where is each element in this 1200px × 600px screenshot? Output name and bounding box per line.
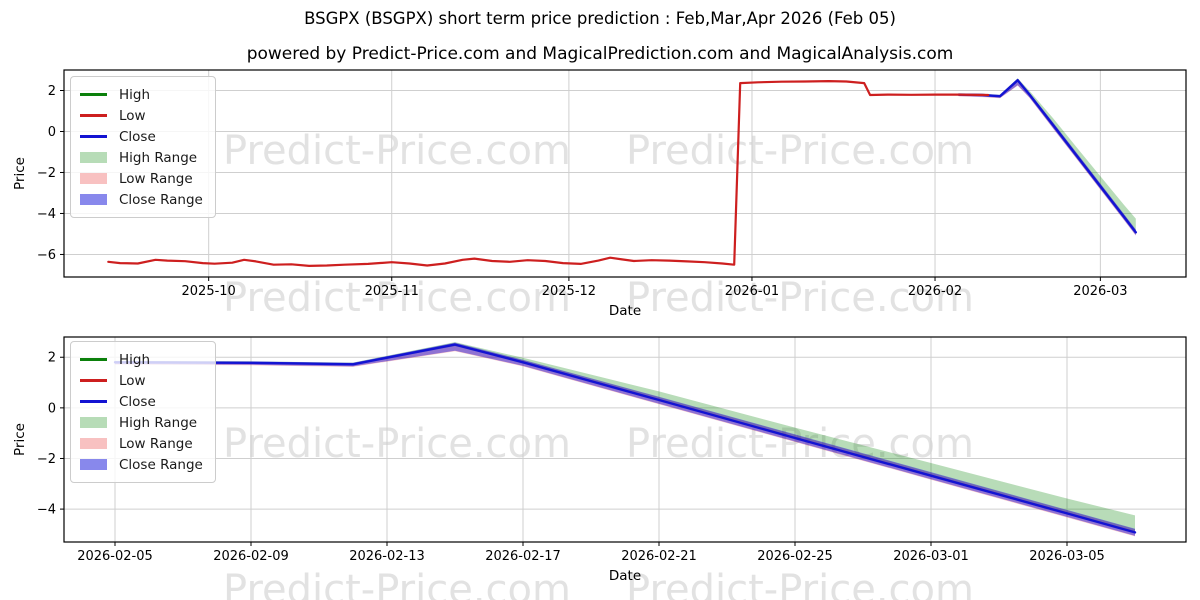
legend-line-swatch xyxy=(80,93,107,96)
y-tick-label: 2 xyxy=(48,84,56,99)
watermark-text: Predict-Price.com xyxy=(626,421,974,467)
x-tick-label: 2026-03-05 xyxy=(1029,549,1105,564)
legend-line-swatch xyxy=(80,135,107,138)
close-range-band xyxy=(958,78,1136,236)
high-range-band xyxy=(958,78,1136,233)
legend-patch-swatch xyxy=(80,459,107,470)
legend-line-swatch xyxy=(80,358,107,361)
legend-row-high: High xyxy=(80,349,203,370)
legend-patch-swatch xyxy=(80,173,107,184)
legend-line-swatch xyxy=(80,114,107,117)
legend-label: Close Range xyxy=(119,191,203,208)
x-axis-label: Date xyxy=(609,568,641,584)
legend-row-low-range: Low Range xyxy=(80,433,203,454)
watermark-text: Predict-Price.com xyxy=(223,421,571,467)
legend-line-swatch xyxy=(80,379,107,382)
low-history--line xyxy=(107,79,990,267)
plot-border xyxy=(63,336,1187,543)
y-tick-label: −4 xyxy=(37,503,56,518)
x-tick-label: 2026-02-21 xyxy=(621,549,697,564)
bottom-chart: 2026-02-05 2026-02-09 2026-02-13 2026-02-17… xyxy=(12,336,1187,584)
legend-row-low-range: Low Range xyxy=(80,168,203,189)
y-tick-label: −2 xyxy=(37,166,56,181)
tick-labels: 2026-02-05 2026-02-09 2026-02-13 2026-02-17… xyxy=(37,351,1105,564)
legend-label: Low Range xyxy=(119,170,193,187)
top-chart: 2025-10 2025-11 2025-12 2026-01 2026-02 2026-… xyxy=(12,69,1187,319)
legend-label: Low Range xyxy=(119,435,193,452)
legend-row-high: High xyxy=(80,84,203,105)
close-forecast--line xyxy=(113,343,1137,534)
watermark-text: Predict-Price.com xyxy=(223,128,571,174)
close-forecast--line xyxy=(957,78,1138,234)
bottom-chart-legend: High Low Close High Range Low Range Close Ran… xyxy=(70,341,216,483)
legend-label: Close xyxy=(119,393,156,410)
x-tick-label: 2026-01 xyxy=(725,284,779,299)
legend-row-close-range: Close Range xyxy=(80,189,203,210)
x-tick-label: 2026-02-17 xyxy=(485,549,561,564)
low-range-band xyxy=(958,79,1136,236)
legend-label: High Range xyxy=(119,414,198,431)
x-tick-label: 2025-11 xyxy=(365,284,419,299)
legend-row-close: Close xyxy=(80,126,203,147)
figure-title: BSGPX (BSGPX) short term price predictio… xyxy=(304,9,896,28)
top-chart-legend: High Low Close High Range Low Range Close Ran… xyxy=(70,76,216,218)
gridlines xyxy=(64,337,1186,542)
legend-label: High Range xyxy=(119,149,198,166)
legend-row-close-range: Close Range xyxy=(80,454,203,475)
plot-border xyxy=(63,69,1187,278)
x-axis-label: Date xyxy=(609,303,641,319)
legend-patch-swatch xyxy=(80,438,107,449)
watermark-text: Predict-Price.com xyxy=(223,275,571,321)
x-tick-label: 2026-02-13 xyxy=(349,549,425,564)
legend-label: Close xyxy=(119,128,156,145)
legend-label: Close Range xyxy=(119,456,203,473)
legend-label: Low xyxy=(119,107,146,124)
x-tick-label: 2025-12 xyxy=(542,284,596,299)
y-tick-label: −4 xyxy=(37,207,56,222)
y-axis-label: Price xyxy=(12,423,28,456)
figure-subtitle: powered by Predict-Price.com and Magical… xyxy=(246,44,954,64)
watermark-text: Predict-Price.com xyxy=(626,567,974,600)
tick-marks xyxy=(60,89,1101,281)
x-tick-label: 2026-02 xyxy=(908,284,962,299)
legend-row-low: Low xyxy=(80,370,203,391)
y-tick-label: −2 xyxy=(37,452,56,467)
legend-line-swatch xyxy=(80,400,107,403)
x-tick-label: 2026-02-05 xyxy=(77,549,153,564)
x-tick-label: 2026-02-09 xyxy=(213,549,289,564)
y-tick-label: 2 xyxy=(48,351,56,366)
watermark-text: Predict-Price.com xyxy=(223,567,571,600)
tick-marks xyxy=(60,356,1068,546)
x-tick-label: 2026-03-01 xyxy=(893,549,969,564)
y-tick-label: 0 xyxy=(48,401,56,416)
legend-label: Low xyxy=(119,372,146,389)
watermark-text: Predict-Price.com xyxy=(626,128,974,174)
legend-label: High xyxy=(119,86,151,103)
y-axis-label: Price xyxy=(12,157,28,190)
x-tick-label: 2026-03 xyxy=(1073,284,1127,299)
legend-label: High xyxy=(119,351,151,368)
x-tick-label: 2025-10 xyxy=(182,284,236,299)
watermark-text: Predict-Price.com xyxy=(626,275,974,321)
legend-row-close: Close xyxy=(80,391,203,412)
legend-row-high-range: High Range xyxy=(80,147,203,168)
y-tick-label: −6 xyxy=(37,248,56,263)
gridlines xyxy=(64,70,1186,277)
legend-patch-swatch xyxy=(80,417,107,428)
legend-patch-swatch xyxy=(80,152,107,163)
legend-row-high-range: High Range xyxy=(80,412,203,433)
watermark-layer: Predict-Price.com Predict-Price.com Predic… xyxy=(223,128,974,600)
tick-labels: 2025-10 2025-11 2025-12 2026-01 2026-02 2026-… xyxy=(37,84,1128,299)
y-tick-label: 0 xyxy=(48,125,56,140)
legend-row-low: Low xyxy=(80,105,203,126)
x-tick-label: 2026-02-25 xyxy=(757,549,833,564)
legend-patch-swatch xyxy=(80,194,107,205)
